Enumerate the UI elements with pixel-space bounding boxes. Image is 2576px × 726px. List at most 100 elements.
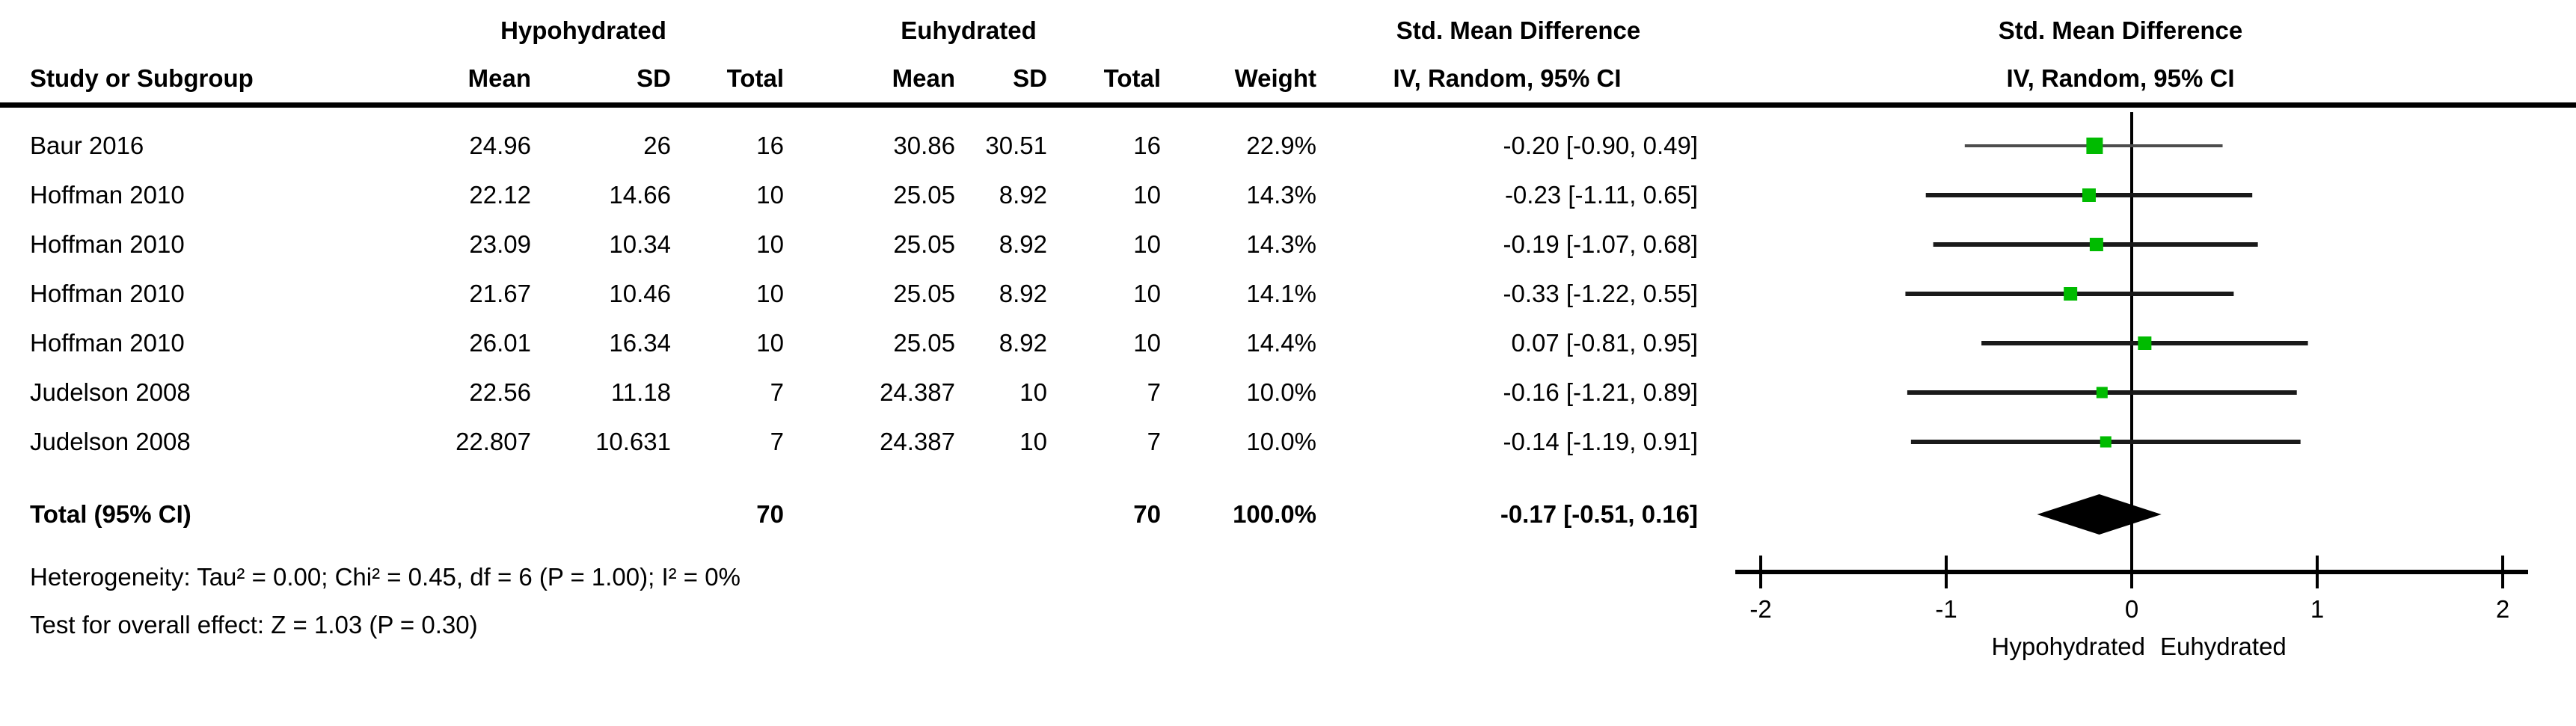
- weight-value: 14.1%: [1246, 280, 1316, 307]
- hypo-mean: 24.96: [469, 132, 531, 159]
- eu-mean: 30.86: [893, 132, 955, 159]
- weight-value: 14.4%: [1246, 329, 1316, 357]
- weight-value: 10.0%: [1246, 428, 1316, 455]
- hypo-mean: 22.12: [469, 181, 531, 209]
- eu-sd: 8.92: [999, 329, 1047, 357]
- eu-mean: 25.05: [893, 230, 955, 258]
- column-header-row: Study or Subgroup Mean SD Total Mean SD Total W…: [30, 55, 1698, 102]
- hypo-mean: 23.09: [469, 230, 531, 258]
- heterogeneity-note: Heterogeneity: Tau² = 0.00; Chi² = 0.45,…: [30, 563, 740, 591]
- eu-mean: 24.387: [880, 428, 955, 455]
- col-weight-header: Weight: [1234, 64, 1316, 92]
- effect-marker: [2086, 138, 2103, 154]
- effect-marker: [2138, 336, 2152, 350]
- col-mean1-header: Mean: [467, 64, 531, 92]
- total-row: Total (95% CI) 70 70 100.0% -0.17 [-0.51, 0.…: [30, 490, 1698, 539]
- favours-left-label: Hypohydrated: [1992, 633, 2145, 660]
- effect-marker: [2100, 436, 2112, 448]
- hypo-total: 10: [756, 329, 784, 357]
- hypo-sd: 26: [643, 132, 671, 159]
- favours-right-label: Euhydrated: [2160, 633, 2287, 660]
- hypo-sd: 10.34: [609, 230, 671, 258]
- overall-effect-note: Test for overall effect: Z = 1.03 (P = 0…: [30, 611, 478, 639]
- study-name: Hoffman 2010: [30, 280, 185, 307]
- hypo-total: 10: [756, 280, 784, 307]
- pooled-diamond: [2037, 494, 2162, 535]
- hypo-total: 16: [756, 132, 784, 159]
- col-total1-header: Total: [726, 64, 784, 92]
- effect-marker: [2096, 387, 2108, 399]
- total-ci-text: -0.17 [-0.51, 0.16]: [1500, 500, 1698, 528]
- plot-subtitle-header: IV, Random, 95% CI: [2006, 64, 2235, 92]
- eu-mean: 25.05: [893, 280, 955, 307]
- eu-sd: 10: [1019, 378, 1047, 406]
- ci-text: -0.23 [-1.11, 0.65]: [1504, 181, 1698, 209]
- eu-total: 10: [1133, 181, 1161, 209]
- total-n1: 70: [756, 500, 784, 528]
- eu-total: 7: [1147, 378, 1161, 406]
- effect-title-header: Std. Mean Difference: [1396, 16, 1641, 44]
- ci-text: -0.16 [-1.21, 0.89]: [1503, 378, 1698, 406]
- study-name: Judelson 2008: [30, 378, 191, 406]
- weight-value: 14.3%: [1246, 230, 1316, 258]
- study-row: Hoffman 2010 23.09 10.34 10 25.05 8.92 10 14.3%…: [30, 220, 1698, 269]
- weight-value: 10.0%: [1246, 378, 1316, 406]
- hypo-mean: 22.56: [469, 378, 531, 406]
- hypo-sd: 11.18: [610, 378, 671, 406]
- ci-text: -0.20 [-0.90, 0.49]: [1503, 132, 1698, 159]
- hypo-total: 7: [770, 428, 784, 455]
- hypo-total: 10: [756, 181, 784, 209]
- ci-text: -0.14 [-1.19, 0.91]: [1503, 428, 1698, 455]
- study-row: Judelson 2008 22.56 11.18 7 24.387 10 7 10.0% -0…: [30, 368, 1698, 417]
- eu-total: 10: [1133, 329, 1161, 357]
- hypo-mean: 22.807: [456, 428, 531, 455]
- study-row: Judelson 2008 22.807 10.631 7 24.387 10 7 10.0%…: [30, 417, 1698, 467]
- header-rule: [0, 102, 2576, 108]
- study-name: Hoffman 2010: [30, 329, 185, 357]
- axis-tick-label: 2: [2496, 595, 2509, 623]
- total-n2: 70: [1133, 500, 1161, 528]
- study-row: Hoffman 2010 26.01 16.34 10 25.05 8.92 10 14.4%…: [30, 319, 1698, 368]
- total-label: Total (95% CI): [30, 500, 191, 528]
- col-total2-header: Total: [1103, 64, 1161, 92]
- ci-text: -0.33 [-1.22, 0.55]: [1503, 280, 1698, 307]
- study-row: Baur 2016 24.96 26 16 30.86 30.51 16 22.9% -0.20…: [30, 121, 1698, 170]
- effect-marker: [2082, 188, 2096, 202]
- hypo-sd: 10.46: [609, 280, 671, 307]
- eu-sd: 8.92: [999, 181, 1047, 209]
- eu-mean: 25.05: [893, 329, 955, 357]
- eu-total: 7: [1147, 428, 1161, 455]
- ci-text: 0.07 [-0.81, 0.95]: [1511, 329, 1698, 357]
- hypo-sd: 14.66: [609, 181, 671, 209]
- axis-tick-label: -2: [1749, 595, 1771, 623]
- col-sd2-header: SD: [1013, 64, 1047, 92]
- hypo-sd: 10.631: [595, 428, 671, 455]
- hypo-total: 7: [770, 378, 784, 406]
- study-name: Hoffman 2010: [30, 230, 185, 258]
- total-weight: 100.0%: [1233, 500, 1316, 528]
- forest-plot-graphic: -2 -1 0 1 2 Hypohydrated Euhydrated: [1735, 112, 2528, 660]
- eu-sd: 8.92: [999, 280, 1047, 307]
- hypo-total: 10: [756, 230, 784, 258]
- study-row: Hoffman 2010 22.12 14.66 10 25.05 8.92 10 14.3%…: [30, 170, 1698, 220]
- col-study-header: Study or Subgroup: [30, 64, 254, 92]
- effect-marker: [2064, 287, 2078, 301]
- eu-sd: 8.92: [999, 230, 1047, 258]
- axis-tick-label: -1: [1935, 595, 1957, 623]
- ci-text: -0.19 [-1.07, 0.68]: [1503, 230, 1698, 258]
- group2-header: Euhydrated: [901, 16, 1037, 44]
- effect-marker: [2089, 238, 2103, 251]
- weight-value: 22.9%: [1246, 132, 1316, 159]
- axis-tick-label: 1: [2310, 595, 2324, 623]
- hypo-mean: 26.01: [469, 329, 531, 357]
- hypo-mean: 21.67: [469, 280, 531, 307]
- eu-sd: 30.51: [985, 132, 1047, 159]
- study-row: Hoffman 2010 21.67 10.46 10 25.05 8.92 10 14.1%…: [30, 269, 1698, 319]
- study-name: Baur 2016: [30, 132, 144, 159]
- eu-mean: 25.05: [893, 181, 955, 209]
- eu-total: 10: [1133, 280, 1161, 307]
- eu-sd: 10: [1019, 428, 1047, 455]
- col-ci-header: IV, Random, 95% CI: [1393, 64, 1622, 92]
- study-name: Judelson 2008: [30, 428, 191, 455]
